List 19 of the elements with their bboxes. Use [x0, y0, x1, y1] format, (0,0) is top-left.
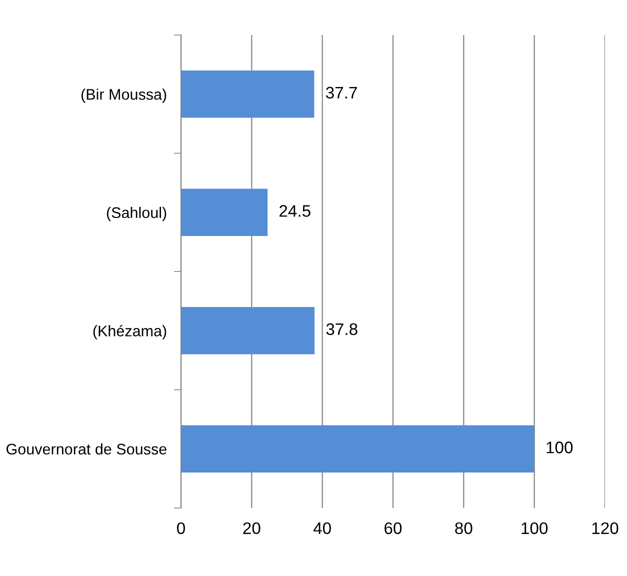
- bar: [181, 425, 534, 473]
- data-label: 37.8: [326, 323, 358, 336]
- x-tick-label: 0: [177, 522, 185, 534]
- x-tick-label: 80: [455, 522, 472, 534]
- y-tick-label: (Bir Moussa): [81, 88, 166, 103]
- bar: [181, 188, 268, 236]
- y-tick-label: (Khézama): [93, 324, 166, 340]
- data-label: 100: [546, 442, 573, 454]
- x-tick-label: 40: [313, 522, 331, 534]
- bar: [181, 70, 314, 118]
- y-tick-label: (Sahloul): [106, 206, 166, 222]
- data-label: 37.7: [326, 86, 357, 99]
- x-tick-label: 20: [243, 522, 260, 534]
- y-tick-label: Gouvernorat de Sousse: [6, 443, 166, 455]
- x-tick-label: 120: [592, 522, 618, 534]
- bar: [181, 306, 315, 354]
- data-label: 24.5: [280, 205, 310, 217]
- x-tick-label: 100: [522, 522, 548, 534]
- x-tick-label: 60: [384, 522, 402, 534]
